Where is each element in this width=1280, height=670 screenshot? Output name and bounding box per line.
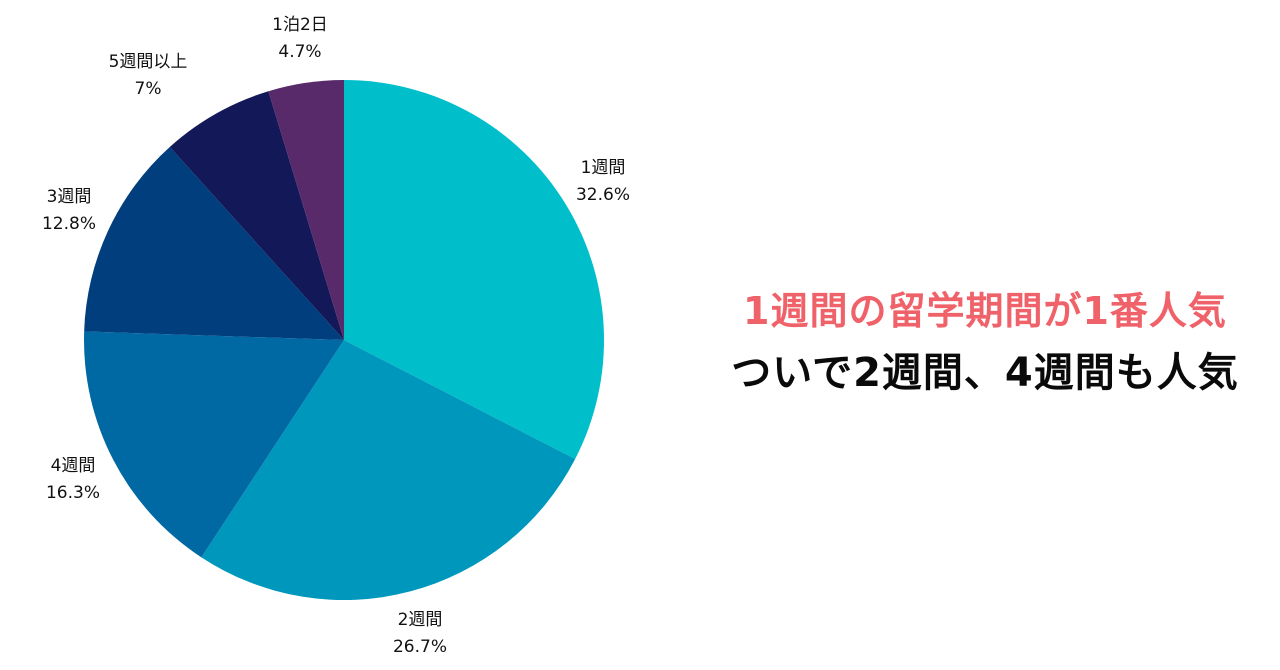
- label-1-night-2-days: 1泊2日 4.7%: [272, 12, 328, 66]
- label-1-night-2-days-name: 1泊2日: [272, 15, 328, 35]
- pie-slice: [344, 79, 605, 460]
- label-4-weeks: 4週間 16.3%: [46, 453, 100, 507]
- label-3-weeks: 3週間 12.8%: [42, 184, 96, 238]
- label-2-weeks-name: 2週間: [397, 610, 443, 630]
- pie-slice: [268, 80, 344, 340]
- label-2-weeks-pct: 26.7%: [392, 637, 448, 657]
- label-5-weeks-plus-pct: 7%: [134, 79, 162, 99]
- label-1-week: 1週間 32.6%: [576, 155, 630, 209]
- pie-slice: [84, 147, 344, 340]
- label-5-weeks-plus: 5週間以上 7%: [109, 49, 188, 103]
- label-4-weeks-name: 4週間: [50, 456, 96, 476]
- headline-sub: ついで2週間、4週間も人気: [731, 350, 1239, 396]
- label-5-weeks-plus-name: 5週間以上: [108, 52, 188, 72]
- label-3-weeks-name: 3週間: [46, 187, 92, 207]
- label-3-weeks-pct: 12.8%: [41, 214, 97, 234]
- pie-slice: [83, 331, 344, 558]
- label-1-week-pct: 32.6%: [575, 185, 631, 205]
- label-1-night-2-days-pct: 4.7%: [278, 42, 322, 62]
- label-4-weeks-pct: 16.3%: [45, 483, 101, 503]
- label-2-weeks: 2週間 26.7%: [393, 607, 447, 661]
- pie-slice: [201, 340, 576, 600]
- label-1-week-name: 1週間: [580, 158, 626, 178]
- pie-chart: [83, 79, 605, 600]
- pie-slice: [169, 91, 344, 340]
- headline-main: 1週間の留学期間が1番人気: [743, 289, 1227, 333]
